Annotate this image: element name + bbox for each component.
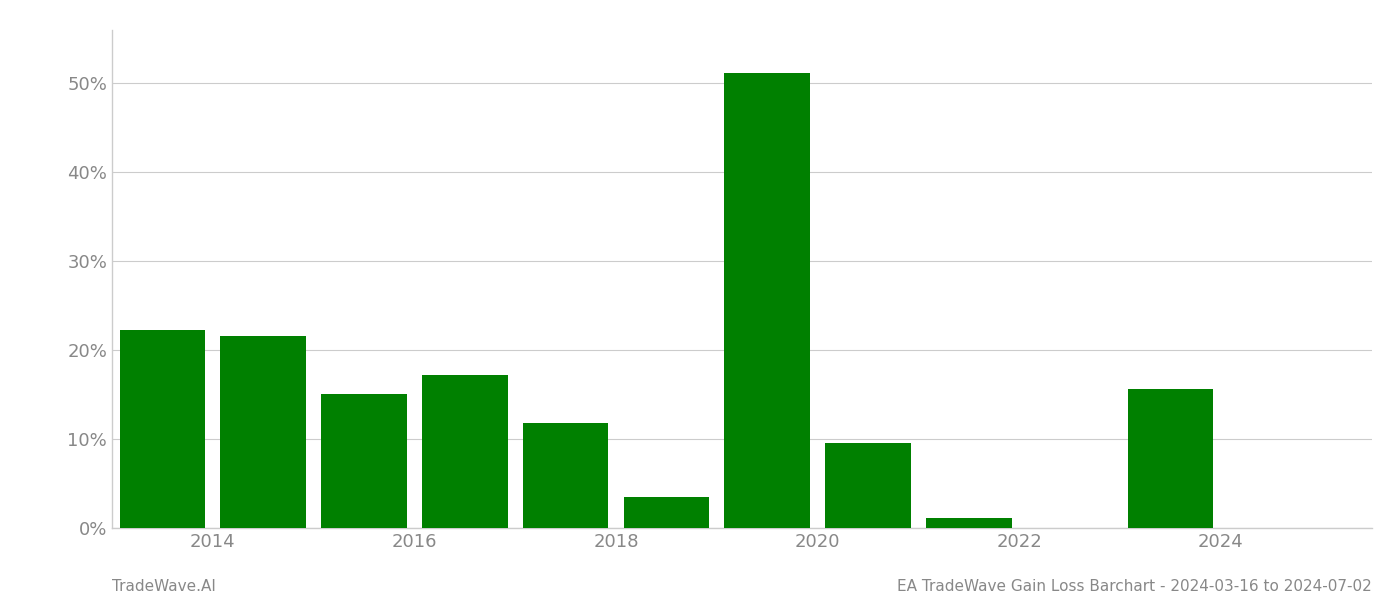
Text: EA TradeWave Gain Loss Barchart - 2024-03-16 to 2024-07-02: EA TradeWave Gain Loss Barchart - 2024-0… [897, 579, 1372, 594]
Bar [724, 73, 811, 528]
Bar [220, 336, 307, 528]
Text: TradeWave.AI: TradeWave.AI [112, 579, 216, 594]
Bar [321, 394, 407, 528]
Bar [119, 329, 206, 528]
Bar [925, 518, 1012, 528]
Bar [522, 423, 609, 528]
Bar [825, 443, 911, 528]
Bar [421, 375, 508, 528]
Bar [1127, 389, 1214, 528]
Bar [623, 497, 710, 528]
